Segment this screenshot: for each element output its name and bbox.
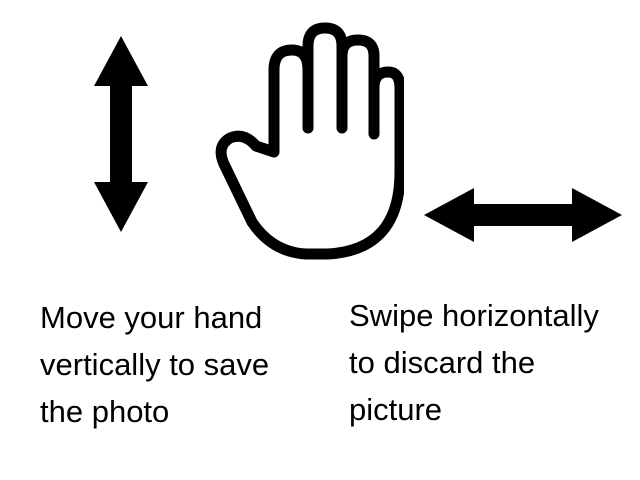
horizontal-double-arrow-icon <box>424 188 622 242</box>
vertical-double-arrow-icon <box>94 36 148 232</box>
discard-instruction-line-3: picture <box>349 392 443 427</box>
save-instruction-line-1: Move your hand <box>40 300 263 335</box>
save-instruction-text: Move your hand vertically to save the ph… <box>40 294 269 435</box>
save-instruction-line-3: the photo <box>40 394 170 429</box>
open-hand-icon <box>215 22 404 260</box>
discard-instruction-text: Swipe horizontally to discard the pictur… <box>349 292 599 433</box>
discard-instruction-line-2: to discard the <box>349 345 536 380</box>
save-instruction-line-2: vertically to save <box>40 347 270 382</box>
discard-instruction-line-1: Swipe horizontally <box>349 298 599 333</box>
